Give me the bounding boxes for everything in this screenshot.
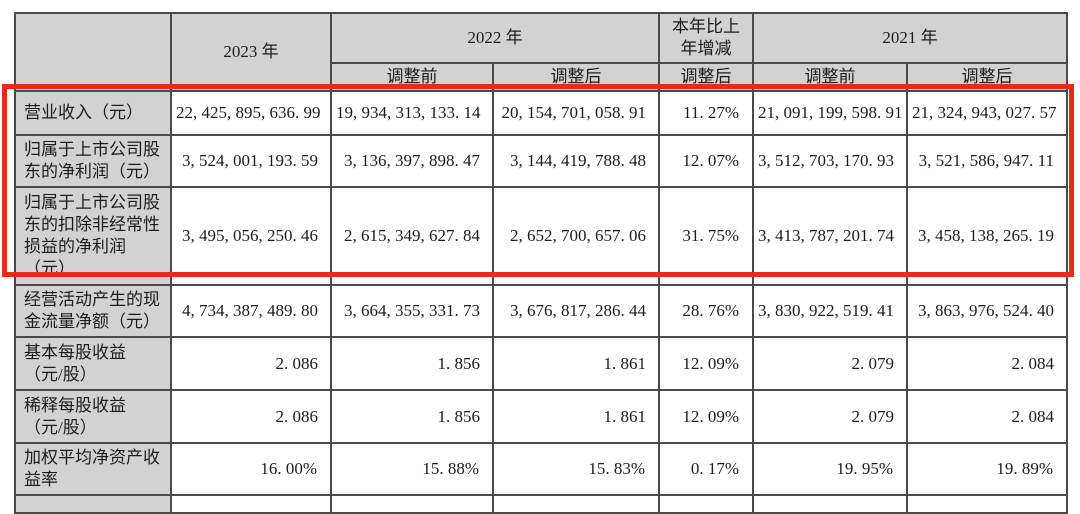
value-2022-after: 15. 83% <box>492 442 660 496</box>
value-2021-after: 3, 521, 586, 947. 11 <box>906 134 1068 188</box>
row-label: 基本每股收益（元/股） <box>14 336 172 391</box>
table-row-net-profit-excl-nonrecurring: 归属于上市公司股东的扣除非经常性损益的净利润（元） 3, 495, 056, 2… <box>14 186 1068 286</box>
value-2023: 3, 524, 001, 193. 59 <box>170 134 332 188</box>
key-financials-table: 2023 年 2022 年 本年比上年增减 2021 年 调整前 调整后 调整后… <box>14 12 1068 514</box>
value-2021-before: 3, 512, 703, 170. 93 <box>752 134 908 188</box>
table-row-basic-eps: 基本每股收益（元/股） 2. 086 1. 856 1. 861 12. 09%… <box>14 336 1068 391</box>
row-label: 加权平均净资产收益率 <box>14 442 172 496</box>
row-label: 稀释每股收益（元/股） <box>14 389 172 444</box>
value-2023: 3, 495, 056, 250. 46 <box>170 186 332 286</box>
header-corner-cell <box>14 12 172 92</box>
row-label: 经营活动产生的现金流量净额（元） <box>14 284 172 338</box>
value-2021-after: 21, 324, 943, 027. 57 <box>906 90 1068 136</box>
header-2022-before-adjustment: 调整前 <box>330 62 494 92</box>
header-2023: 2023 年 <box>170 12 332 92</box>
row-label: 归属于上市公司股东的净利润（元） <box>14 134 172 188</box>
value-2021-before: 2. 079 <box>752 389 908 444</box>
header-2022: 2022 年 <box>330 12 660 64</box>
value-2021-after: 2. 084 <box>906 389 1068 444</box>
header-2022-after-adjustment: 调整后 <box>492 62 660 92</box>
value-2022-before: 3, 664, 355, 331. 73 <box>330 284 494 338</box>
value-2022-after: 3, 676, 817, 286. 44 <box>492 284 660 338</box>
value-2022-after: 3, 144, 419, 788. 48 <box>492 134 660 188</box>
table-row-weighted-average-roe: 加权平均净资产收益率 16. 00% 15. 88% 15. 83% 0. 17… <box>14 442 1068 496</box>
value-2021-before: 2. 079 <box>752 336 908 391</box>
value-2022-before: 3, 136, 397, 898. 47 <box>330 134 494 188</box>
value-2021-after: 19. 89% <box>906 442 1068 496</box>
value-yoy: 12. 09% <box>658 389 754 444</box>
header-2021-after-adjustment: 调整后 <box>906 62 1068 92</box>
table-row-revenue: 营业收入（元） 22, 425, 895, 636. 99 19, 934, 3… <box>14 90 1068 136</box>
value-2023: 22, 425, 895, 636. 99 <box>170 90 332 136</box>
value-2022-before: 19, 934, 313, 133. 14 <box>330 90 494 136</box>
value-2023: 2. 086 <box>170 389 332 444</box>
value-2021-after: 2. 084 <box>906 336 1068 391</box>
value-yoy: 0. 17% <box>658 442 754 496</box>
value-yoy: 28. 76% <box>658 284 754 338</box>
value-yoy: 12. 09% <box>658 336 754 391</box>
value-2022-before: 1. 856 <box>330 389 494 444</box>
value-yoy: 31. 75% <box>658 186 754 286</box>
table-row-net-profit: 归属于上市公司股东的净利润（元） 3, 524, 001, 193. 59 3,… <box>14 134 1068 188</box>
row-label: 归属于上市公司股东的扣除非经常性损益的净利润（元） <box>14 186 172 286</box>
value-2022-before: 2, 615, 349, 627. 84 <box>330 186 494 286</box>
header-yoy-change: 本年比上年增减 <box>658 12 754 64</box>
header-2021: 2021 年 <box>752 12 1068 64</box>
row-label: 营业收入（元） <box>14 90 172 136</box>
value-2021-after: 3, 863, 976, 524. 40 <box>906 284 1068 338</box>
header-row-years: 2023 年 2022 年 本年比上年增减 2021 年 <box>14 12 1068 92</box>
header-yoy-after-adjustment: 调整后 <box>658 62 754 92</box>
value-yoy: 11. 27% <box>658 90 754 136</box>
value-2022-before: 1. 856 <box>330 336 494 391</box>
value-2022-after: 20, 154, 701, 058. 91 <box>492 90 660 136</box>
value-2021-after: 3, 458, 138, 265. 19 <box>906 186 1068 286</box>
financial-summary-table: 2023 年 2022 年 本年比上年增减 2021 年 调整前 调整后 调整后… <box>14 12 1068 514</box>
value-2021-before: 3, 413, 787, 201. 74 <box>752 186 908 286</box>
value-2021-before: 3, 830, 922, 519. 41 <box>752 284 908 338</box>
value-2022-after: 1. 861 <box>492 389 660 444</box>
value-2022-after: 2, 652, 700, 657. 06 <box>492 186 660 286</box>
value-yoy: 12. 07% <box>658 134 754 188</box>
table-row-partial-cutoff <box>14 494 1068 514</box>
table-row-diluted-eps: 稀释每股收益（元/股） 2. 086 1. 856 1. 861 12. 09%… <box>14 389 1068 444</box>
value-2021-before: 19. 95% <box>752 442 908 496</box>
value-2022-after: 1. 861 <box>492 336 660 391</box>
header-2021-before-adjustment: 调整前 <box>752 62 908 92</box>
table-row-operating-cash-flow: 经营活动产生的现金流量净额（元） 4, 734, 387, 489. 80 3,… <box>14 284 1068 338</box>
value-2022-before: 15. 88% <box>330 442 494 496</box>
value-2023: 16. 00% <box>170 442 332 496</box>
value-2023: 2. 086 <box>170 336 332 391</box>
value-2023: 4, 734, 387, 489. 80 <box>170 284 332 338</box>
value-2021-before: 21, 091, 199, 598. 91 <box>752 90 908 136</box>
